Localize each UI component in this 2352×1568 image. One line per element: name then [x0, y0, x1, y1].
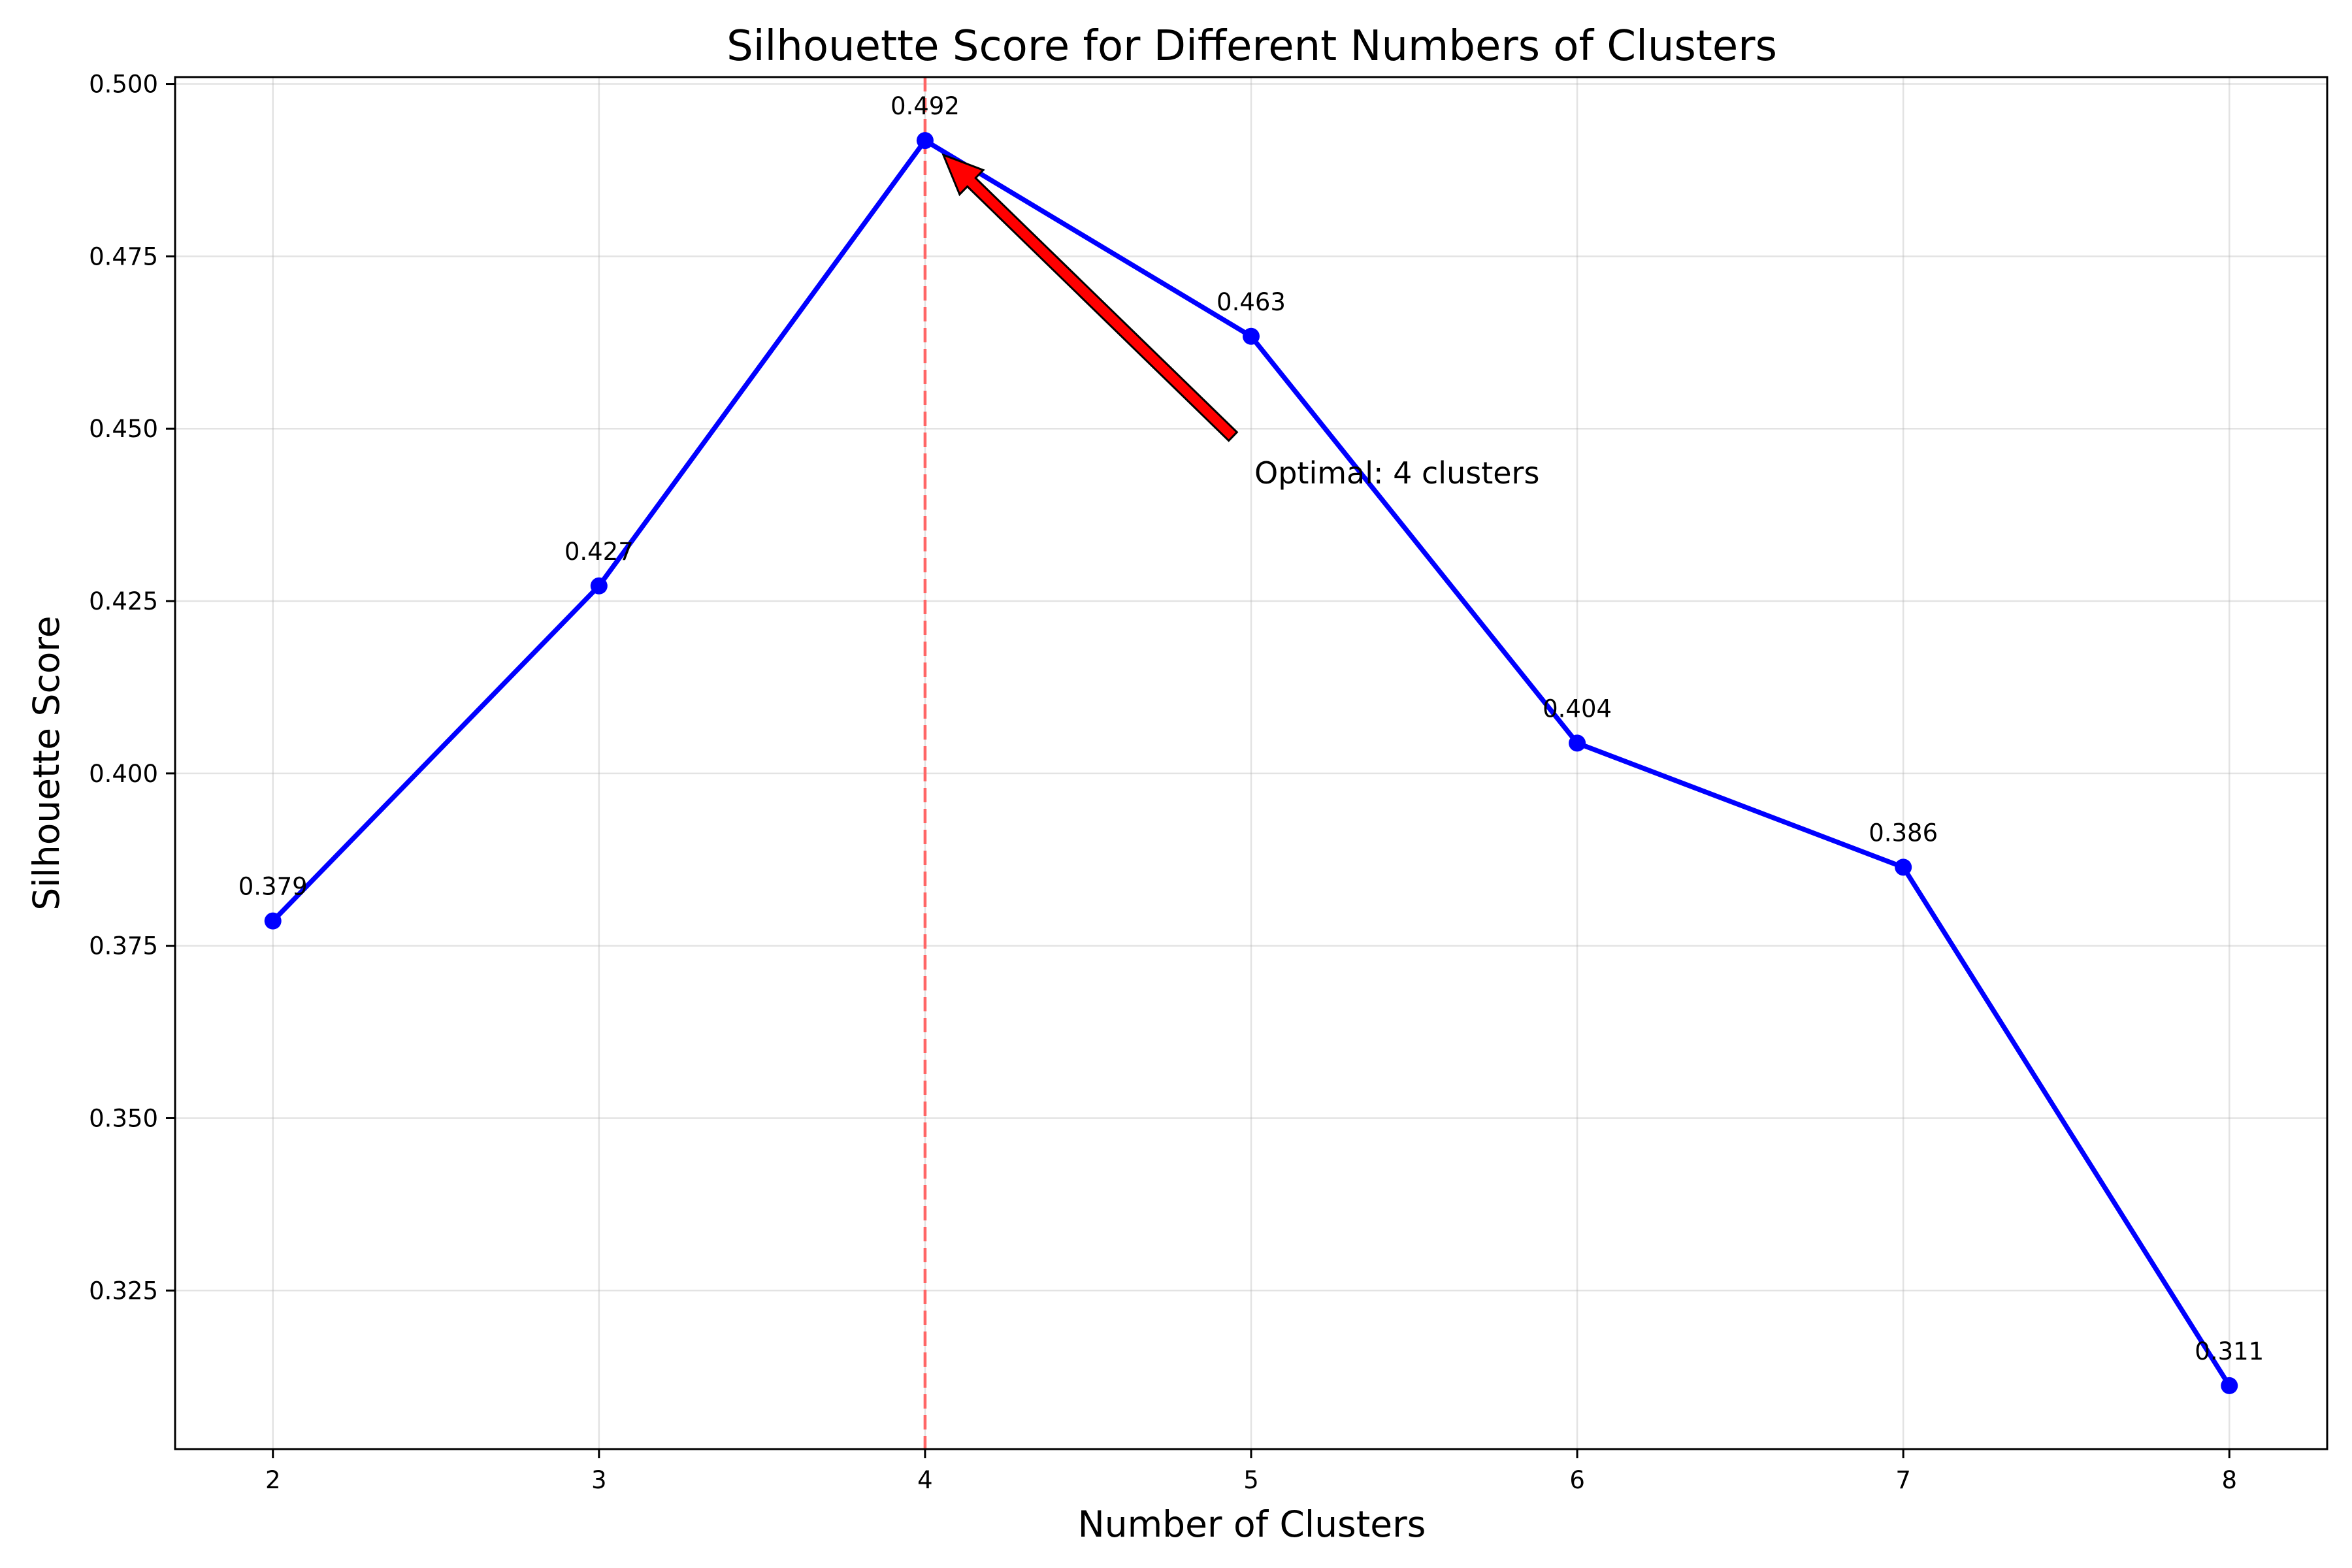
y-ticks: 0.325 0.350 0.375 0.400 0.425 0.450 0.475 0.500: [89, 71, 175, 1305]
y-tick-label: 0.500: [89, 71, 158, 99]
y-tick-label: 0.350: [89, 1104, 158, 1132]
data-point: [264, 912, 282, 930]
annotation-arrow: [941, 153, 1239, 442]
data-label: 0.463: [1217, 288, 1286, 316]
data-point: [1243, 327, 1260, 345]
grid: [175, 77, 2327, 1449]
x-tick-label: 8: [2221, 1466, 2237, 1494]
y-tick-label: 0.450: [89, 415, 158, 443]
series-group: [264, 132, 2238, 1394]
x-ticks: 2 3 4 5 6 7 8: [265, 1449, 2237, 1494]
data-label: 0.311: [2195, 1337, 2264, 1365]
data-label: 0.404: [1543, 694, 1612, 723]
data-point: [916, 132, 934, 150]
chart-title: Silhouette Score for Different Numbers o…: [727, 22, 1777, 71]
data-point: [1569, 734, 1586, 752]
y-tick-label: 0.375: [89, 932, 158, 960]
x-tick-label: 6: [1569, 1466, 1585, 1494]
data-point: [590, 577, 608, 595]
x-tick-label: 7: [1895, 1466, 1911, 1494]
data-label: 0.492: [890, 92, 960, 120]
y-axis-label: Silhouette Score: [25, 615, 67, 910]
y-tick-label: 0.475: [89, 242, 158, 270]
data-label: 0.386: [1869, 819, 1938, 847]
data-label: 0.379: [238, 873, 308, 901]
x-axis-label: Number of Clusters: [1078, 1503, 1426, 1545]
y-tick-label: 0.400: [89, 760, 158, 788]
data-labels: 0.379 0.427 0.492 0.463 0.404 0.386 0.311: [238, 92, 2264, 1365]
annotation-group: Optimal: 4 clusters: [941, 153, 1539, 491]
x-tick-label: 5: [1243, 1466, 1259, 1494]
x-tick-label: 4: [917, 1466, 933, 1494]
data-label: 0.427: [564, 538, 634, 566]
y-tick-label: 0.325: [89, 1277, 158, 1305]
annotation-text: Optimal: 4 clusters: [1254, 455, 1539, 491]
y-tick-label: 0.425: [89, 587, 158, 615]
x-tick-label: 2: [265, 1466, 281, 1494]
data-point: [2221, 1377, 2238, 1394]
x-tick-label: 3: [591, 1466, 607, 1494]
data-point: [1895, 858, 1912, 876]
